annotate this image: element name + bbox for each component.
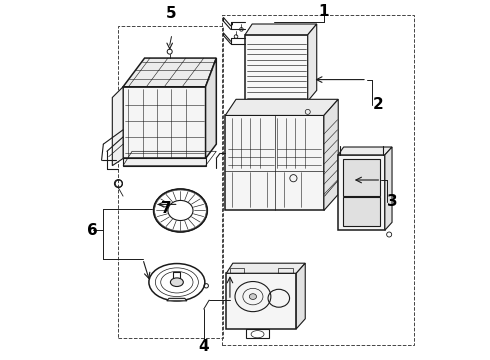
Polygon shape — [112, 87, 123, 166]
Polygon shape — [296, 263, 305, 329]
Text: 6: 6 — [87, 223, 98, 238]
Text: 4: 4 — [198, 339, 209, 354]
Bar — [230, 268, 245, 273]
Text: 1: 1 — [318, 4, 329, 19]
Ellipse shape — [171, 278, 183, 287]
Polygon shape — [308, 24, 317, 101]
Polygon shape — [225, 116, 324, 211]
Polygon shape — [123, 87, 205, 158]
Text: 5: 5 — [166, 6, 177, 21]
Text: 2: 2 — [372, 97, 383, 112]
Text: 3: 3 — [387, 194, 397, 209]
Polygon shape — [245, 24, 317, 35]
Bar — [246, 329, 270, 338]
Polygon shape — [338, 155, 385, 230]
Text: 7: 7 — [161, 201, 171, 216]
Polygon shape — [324, 99, 338, 211]
Bar — [221, 15, 414, 345]
Bar — [245, 35, 308, 101]
Polygon shape — [226, 273, 296, 329]
Bar — [118, 26, 223, 338]
Polygon shape — [205, 58, 216, 158]
Polygon shape — [123, 158, 205, 166]
Polygon shape — [167, 298, 187, 301]
Polygon shape — [385, 147, 392, 230]
Polygon shape — [338, 147, 392, 155]
Polygon shape — [226, 263, 305, 273]
Polygon shape — [123, 58, 216, 87]
Ellipse shape — [249, 294, 256, 300]
Bar — [343, 159, 380, 196]
Polygon shape — [225, 99, 338, 116]
Bar — [343, 197, 380, 226]
Bar — [278, 268, 293, 273]
